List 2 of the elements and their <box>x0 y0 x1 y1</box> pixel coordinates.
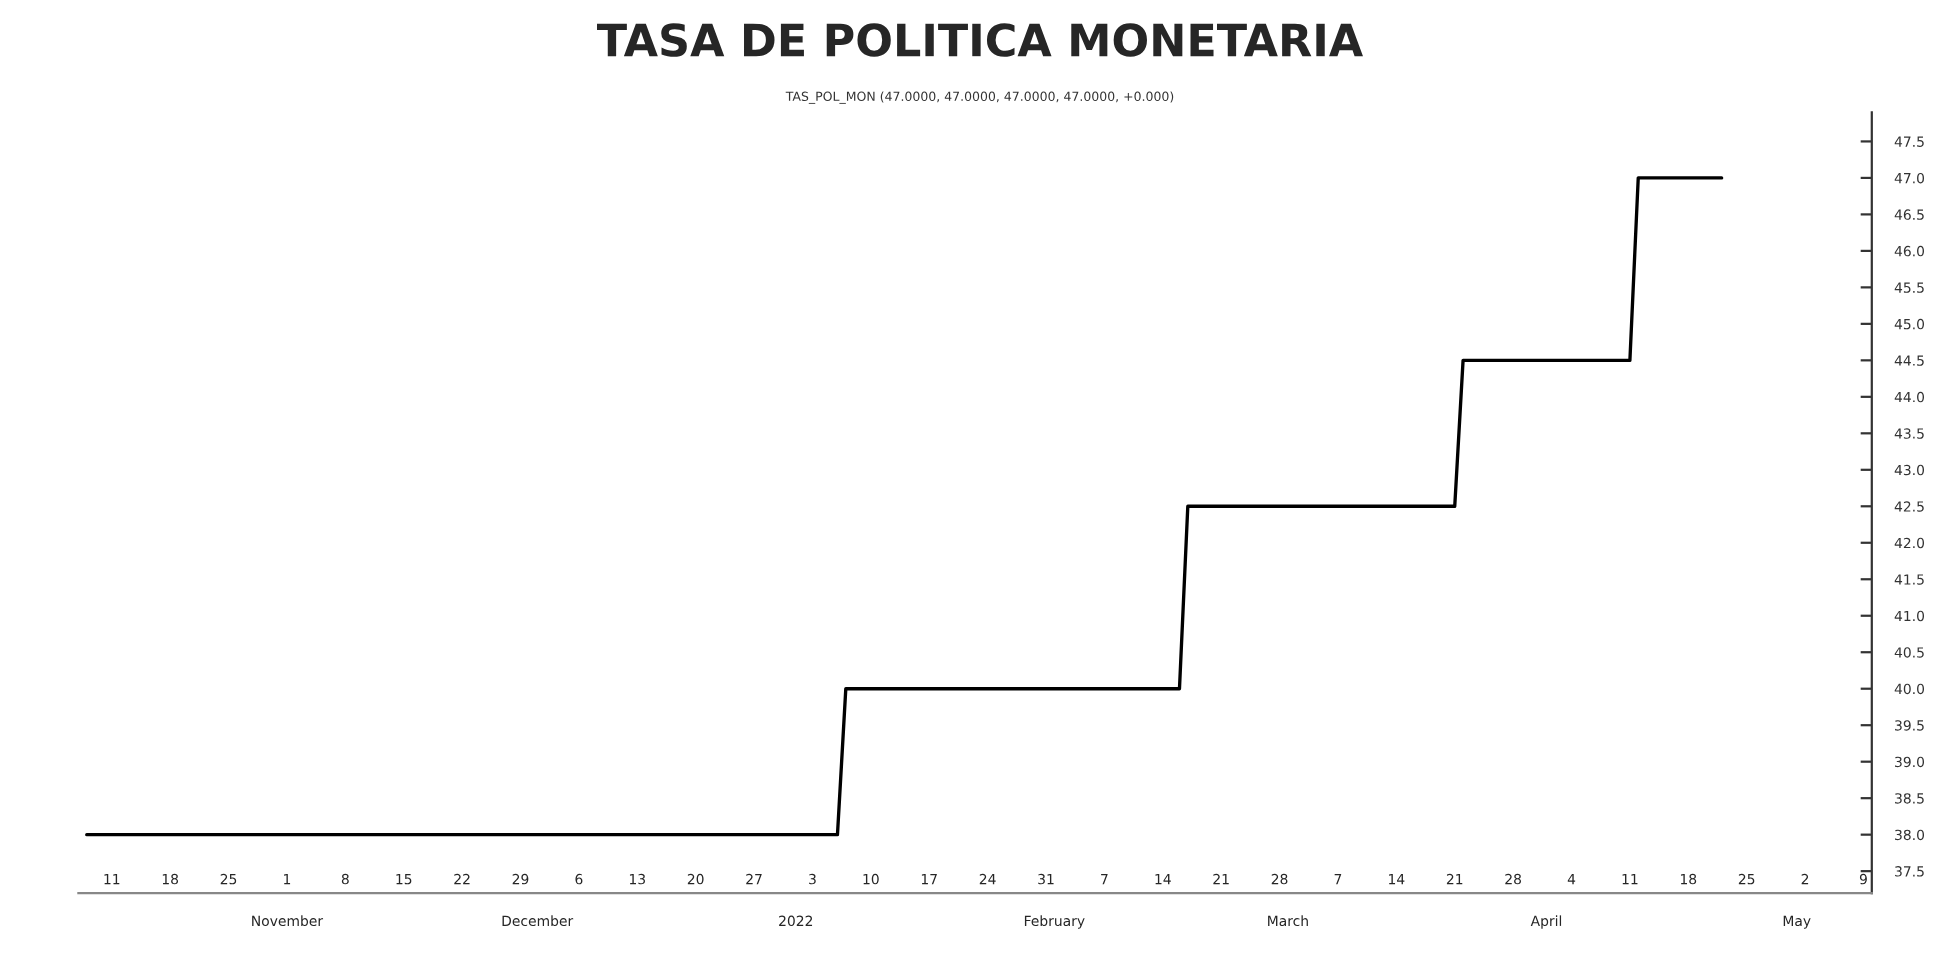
chart-title: TASA DE POLITICA MONETARIA <box>597 23 1363 57</box>
line-series <box>85 176 1724 837</box>
